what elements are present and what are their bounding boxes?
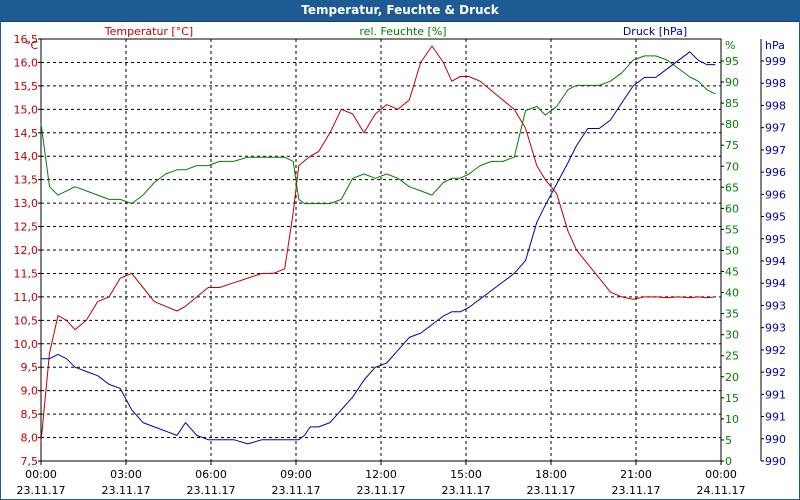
series-lines — [40, 45, 716, 445]
left-axis-tick-label: 15,0 — [14, 103, 39, 116]
left-axis-tick-label: 12,5 — [14, 221, 39, 234]
window-title: Temperatur, Feuchte & Druck — [0, 0, 800, 22]
x-axis-date-label: 23.11.17 — [527, 484, 576, 497]
x-axis-time-label: 15:00 — [450, 468, 482, 481]
right-axis-tick-label: 992 — [765, 366, 786, 379]
right-axis-tick-label: 999 — [765, 55, 786, 68]
x-axis-date-label: 23.11.17 — [17, 484, 66, 497]
right-axis-tick-label: 994 — [765, 277, 786, 290]
middle-unit-label: % — [725, 39, 735, 52]
chart-frame: Temperatur [°C] rel. Feuchte [%] Druck [… — [0, 21, 800, 500]
right-axis-tick-label: 995 — [765, 211, 786, 224]
legend-humidity: rel. Feuchte [%] — [359, 25, 446, 38]
x-axis-date-label: 23.11.17 — [442, 484, 491, 497]
x-axis-date-label: 23.11.17 — [272, 484, 321, 497]
middle-axis-tick-label: 0 — [725, 455, 732, 468]
right-axis-tick-label: 996 — [765, 188, 786, 201]
x-axis-date-label: 23.11.17 — [612, 484, 661, 497]
chart-svg: Temperatur [°C] rel. Feuchte [%] Druck [… — [14, 25, 787, 497]
x-axis-date-label: 24.11.17 — [697, 484, 746, 497]
series-line-pressure — [41, 51, 716, 445]
left-axis-tick-label: 16,0 — [14, 56, 39, 69]
x-axis-time-label: 00:00 — [25, 468, 57, 481]
middle-axis-tick-label: 40 — [725, 287, 739, 300]
middle-axis-tick-label: 10 — [725, 413, 739, 426]
left-unit-label: °C — [25, 39, 39, 52]
x-axis-time-label: 03:00 — [110, 468, 142, 481]
right-axis-tick-label: 990 — [765, 433, 786, 446]
x-axis-date-label: 23.11.17 — [102, 484, 151, 497]
middle-axis-tick-label: 50 — [725, 244, 739, 257]
legend-pressure: Druck [hPa] — [623, 25, 687, 38]
left-axis-ticks: 16,5 16,0 15,5 15,0 14,5 14,0 13,5 13,0 12,5 12,0… — [14, 33, 41, 468]
right-axis-tick-label: 998 — [765, 99, 786, 112]
left-axis-tick-label: 13,5 — [14, 174, 39, 187]
left-axis-tick-label: 9,5 — [21, 361, 39, 374]
middle-axis-tick-label: 80 — [725, 118, 739, 131]
middle-axis-tick-label: 55 — [725, 223, 739, 236]
right-axis-tick-label: 997 — [765, 144, 786, 157]
x-axis-date-label: 23.11.17 — [357, 484, 406, 497]
middle-axis-tick-label: 90 — [725, 76, 739, 89]
left-axis-tick-label: 10,0 — [14, 338, 39, 351]
left-axis-tick-label: 11,5 — [14, 267, 39, 280]
middle-axis-tick-label: 45 — [725, 266, 739, 279]
left-axis-tick-label: 13,0 — [14, 197, 39, 210]
x-axis-time-label: 06:00 — [195, 468, 227, 481]
right-unit-label: hPa — [765, 39, 785, 52]
x-axis-time-label: 18:00 — [535, 468, 567, 481]
middle-axis-tick-label: 35 — [725, 308, 739, 321]
x-axis-time-label: 21:00 — [620, 468, 652, 481]
series-line-humidity — [40, 55, 716, 205]
x-axis-time-label: 12:00 — [365, 468, 397, 481]
right-axis-tick-label: 992 — [765, 344, 786, 357]
left-axis-tick-label: 9,0 — [21, 385, 39, 398]
middle-axis-tick-label: 65 — [725, 181, 739, 194]
right-axis-tick-label: 996 — [765, 166, 786, 179]
middle-axis-tick-label: 20 — [725, 371, 739, 384]
middle-axis-tick-label: 95 — [725, 55, 739, 68]
middle-axis-tick-label: 85 — [725, 97, 739, 110]
x-axis-date-label: 23.11.17 — [187, 484, 236, 497]
middle-axis-tick-label: 5 — [725, 434, 732, 447]
right-axis-tick-label: 990 — [765, 455, 786, 468]
middle-axis-tick-label: 60 — [725, 202, 739, 215]
x-axis-time-label: 00:00 — [705, 468, 737, 481]
left-axis-tick-label: 15,5 — [14, 80, 39, 93]
left-axis-tick-label: 8,5 — [21, 408, 39, 421]
left-axis-tick-label: 14,5 — [14, 127, 39, 140]
middle-axis-tick-label: 70 — [725, 160, 739, 173]
middle-axis-tick-label: 15 — [725, 392, 739, 405]
right-axis-tick-label: 994 — [765, 255, 786, 268]
right-axis-tick-label: 993 — [765, 299, 786, 312]
right-axis-tick-label: 998 — [765, 77, 786, 90]
grid-lines — [41, 39, 721, 461]
right-axis-tick-label: 991 — [765, 411, 786, 424]
right-axis-tick-label: 993 — [765, 322, 786, 335]
left-axis-tick-label: 7,5 — [21, 455, 39, 468]
left-axis-tick-label: 8,0 — [21, 432, 39, 445]
middle-axis-tick-label: 30 — [725, 329, 739, 342]
legend-temperature: Temperatur [°C] — [104, 25, 193, 38]
x-axis-time-label: 09:00 — [280, 468, 312, 481]
right-axis-tick-label: 991 — [765, 388, 786, 401]
left-axis-tick-label: 12,0 — [14, 244, 39, 257]
left-axis-tick-label: 10,5 — [14, 314, 39, 327]
series-line-temperature — [40, 45, 716, 443]
right-axis-tick-label: 997 — [765, 122, 786, 135]
left-axis-tick-label: 11,0 — [14, 291, 39, 304]
right-axis-tick-label: 995 — [765, 233, 786, 246]
left-axis-tick-label: 14,0 — [14, 150, 39, 163]
right-axis-ticks: 999 998 998 997 997 996 996 995 995 994 994 993 993 9… — [761, 55, 786, 468]
middle-axis-tick-label: 25 — [725, 350, 739, 363]
middle-axis-tick-label: 75 — [725, 139, 739, 152]
left-axis-tick-label: 16,5 — [14, 33, 39, 46]
x-axis-ticks: 00:00 23.11.17 03:00 23.11.17 06:00 23.11.17 0… — [17, 461, 746, 497]
